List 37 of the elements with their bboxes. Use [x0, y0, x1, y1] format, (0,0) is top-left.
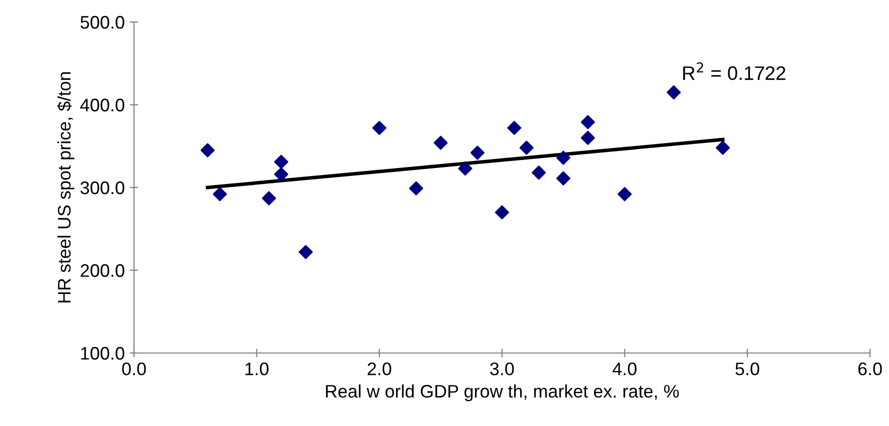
x-tick-label: 5.0	[736, 362, 760, 376]
y-tick-label: 500.0	[80, 16, 124, 29]
point	[618, 187, 632, 202]
point	[212, 187, 227, 202]
point	[200, 143, 215, 158]
point	[298, 244, 313, 260]
point	[716, 140, 730, 155]
point	[274, 167, 288, 182]
point	[262, 191, 276, 206]
y-tick-label: 300.0	[80, 181, 124, 194]
point	[580, 130, 595, 145]
x-tick-label: 3.0	[490, 362, 514, 376]
point	[274, 154, 288, 169]
point	[556, 171, 570, 186]
annotation: R$^{2}$ = 0.1722	[683, 62, 786, 80]
point	[409, 181, 424, 196]
x-tick-label: 4.0	[612, 362, 637, 376]
y-tick-label: 100.0	[81, 346, 124, 360]
point	[532, 166, 546, 180]
x-tick-label: 0.0	[122, 362, 146, 376]
point	[372, 120, 386, 135]
x-tick-label: 1.0	[245, 362, 269, 376]
y-axis-title: HR steel US spot price, $/ton	[57, 72, 74, 302]
point	[494, 205, 510, 220]
point	[666, 85, 681, 100]
x-axis-title: Real w orld GDP grow th, market ex. rate, %	[326, 384, 679, 402]
point	[556, 150, 570, 165]
y-tick-label: 400.0	[80, 98, 124, 112]
y-tick-label: 200.0	[80, 264, 124, 277]
point	[434, 136, 448, 150]
point	[580, 115, 595, 130]
point	[507, 120, 522, 135]
x-tick-label: 6.0	[858, 362, 882, 376]
point	[458, 161, 472, 176]
x-tick-label: 2.0	[368, 362, 392, 376]
point	[470, 146, 485, 160]
point	[519, 140, 534, 155]
